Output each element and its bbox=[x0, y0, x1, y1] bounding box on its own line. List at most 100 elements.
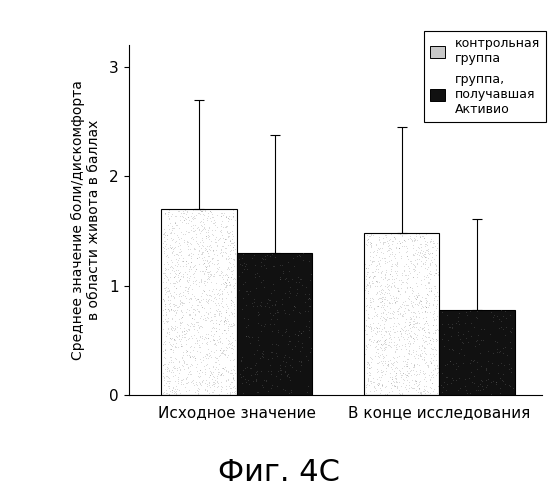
Point bbox=[190, 315, 199, 323]
Point bbox=[446, 356, 454, 364]
Point bbox=[230, 262, 239, 270]
Point bbox=[216, 246, 225, 254]
Point bbox=[207, 316, 216, 324]
Point bbox=[422, 256, 431, 264]
Point bbox=[366, 378, 375, 386]
Point bbox=[418, 342, 427, 350]
Point bbox=[186, 348, 195, 356]
Point bbox=[177, 335, 186, 343]
Point bbox=[230, 376, 239, 384]
Point bbox=[225, 369, 234, 377]
Point bbox=[227, 338, 236, 346]
Point bbox=[486, 378, 495, 386]
Point bbox=[404, 356, 413, 364]
Point bbox=[214, 360, 223, 368]
Point bbox=[209, 380, 218, 388]
Point bbox=[214, 309, 223, 317]
Point bbox=[205, 352, 214, 360]
Point bbox=[376, 262, 385, 270]
Point bbox=[268, 310, 277, 318]
Point bbox=[411, 367, 420, 375]
Point bbox=[183, 218, 192, 226]
Point bbox=[171, 377, 180, 385]
Point bbox=[209, 272, 218, 280]
Point bbox=[503, 351, 511, 359]
Point bbox=[164, 358, 173, 366]
Point bbox=[177, 272, 186, 280]
Point bbox=[451, 365, 460, 373]
Point bbox=[221, 279, 230, 287]
Point bbox=[191, 260, 200, 268]
Point bbox=[163, 234, 172, 242]
Point bbox=[406, 328, 415, 336]
Point bbox=[255, 354, 264, 362]
Point bbox=[378, 359, 387, 367]
Point bbox=[433, 325, 442, 333]
Point bbox=[411, 246, 420, 254]
Point bbox=[385, 331, 394, 339]
Point bbox=[301, 322, 310, 330]
Point bbox=[376, 238, 385, 246]
Point bbox=[252, 284, 260, 292]
Point bbox=[213, 368, 222, 376]
Point bbox=[188, 322, 197, 330]
Point bbox=[407, 383, 416, 391]
Point bbox=[413, 370, 421, 378]
Point bbox=[280, 306, 288, 314]
Point bbox=[204, 223, 213, 231]
Point bbox=[203, 338, 212, 346]
Point bbox=[260, 254, 269, 262]
Point bbox=[204, 330, 213, 338]
Point bbox=[170, 364, 179, 372]
Point bbox=[183, 244, 192, 252]
Point bbox=[286, 360, 295, 368]
Point bbox=[183, 348, 192, 356]
Point bbox=[416, 243, 425, 251]
Point bbox=[430, 282, 439, 290]
Point bbox=[160, 306, 169, 314]
Point bbox=[378, 275, 387, 283]
Point bbox=[368, 294, 377, 302]
Point bbox=[217, 248, 226, 256]
Point bbox=[391, 344, 400, 352]
Point bbox=[454, 328, 463, 336]
Point bbox=[178, 361, 187, 369]
Point bbox=[186, 282, 195, 290]
Point bbox=[409, 336, 418, 344]
Point bbox=[395, 370, 404, 378]
Point bbox=[378, 268, 387, 276]
Point bbox=[433, 268, 442, 276]
Point bbox=[412, 335, 421, 343]
Point bbox=[297, 330, 306, 338]
Point bbox=[403, 330, 412, 338]
Point bbox=[371, 272, 380, 280]
Point bbox=[293, 288, 302, 296]
Point bbox=[211, 306, 220, 314]
Point bbox=[198, 260, 207, 268]
Point bbox=[196, 267, 205, 275]
Point bbox=[390, 314, 399, 322]
Point bbox=[162, 252, 170, 260]
Point bbox=[373, 296, 382, 304]
Point bbox=[210, 218, 219, 226]
Point bbox=[411, 347, 420, 355]
Point bbox=[247, 299, 256, 307]
Point bbox=[431, 364, 440, 372]
Point bbox=[495, 348, 504, 356]
Point bbox=[392, 284, 401, 292]
Point bbox=[191, 306, 200, 314]
Point bbox=[366, 240, 375, 248]
Point bbox=[200, 352, 209, 360]
Point bbox=[447, 345, 456, 353]
Point bbox=[287, 346, 296, 354]
Point bbox=[209, 285, 217, 293]
Point bbox=[211, 328, 220, 336]
Point bbox=[386, 230, 395, 238]
Point bbox=[399, 323, 408, 331]
Point bbox=[284, 310, 293, 318]
Point bbox=[169, 273, 178, 281]
Point bbox=[191, 245, 200, 253]
Point bbox=[171, 387, 180, 395]
Point bbox=[385, 314, 394, 322]
Point bbox=[165, 334, 174, 342]
